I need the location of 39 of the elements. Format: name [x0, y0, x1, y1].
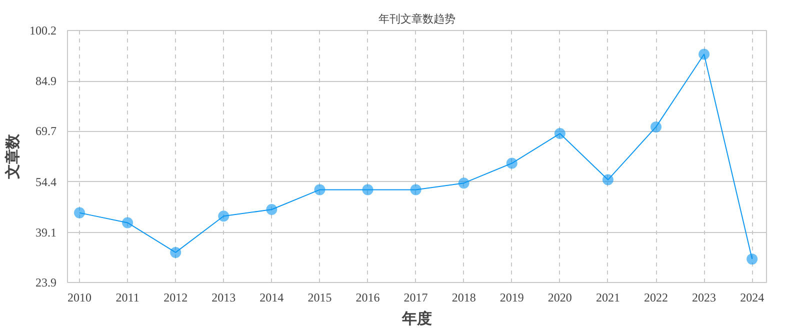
x-tick-label: 2023 — [692, 290, 716, 304]
x-tick-label: 2019 — [500, 290, 524, 304]
y-tick-label: 54.4 — [36, 174, 56, 189]
x-tick-label: 2016 — [356, 290, 380, 304]
x-tick-label: 2015 — [308, 290, 332, 304]
point — [74, 207, 86, 218]
point — [170, 246, 182, 258]
x-axis-title: 年度 — [401, 310, 432, 328]
x-tick-label: 2013 — [212, 290, 236, 304]
point — [122, 217, 134, 228]
point — [410, 184, 422, 196]
point — [458, 178, 470, 189]
x-tick-label: 2018 — [452, 290, 476, 304]
x-tick-label: 2021 — [596, 290, 620, 304]
point — [746, 254, 758, 265]
y-tick-label: 23.9 — [36, 276, 56, 290]
y-tick-label: 100.2 — [30, 24, 56, 38]
y-tick-label: 69.7 — [36, 124, 56, 138]
point — [362, 184, 374, 196]
x-tick-label: 2020 — [548, 290, 572, 304]
point — [506, 158, 518, 169]
point — [650, 121, 662, 132]
x-tick-label: 2014 — [260, 290, 284, 304]
x-tick-label: 2010 — [68, 290, 92, 304]
point — [602, 174, 614, 186]
x-tick-label: 2017 — [404, 290, 428, 304]
x-tick-label: 2011 — [116, 290, 140, 304]
y-axis-title: 文章数 — [4, 133, 22, 180]
chart-title: 年刊文章数趋势 — [378, 12, 456, 26]
point — [266, 204, 278, 215]
y-tick-label: 84.9 — [36, 74, 56, 88]
point — [218, 210, 230, 222]
x-tick-label: 2012 — [164, 290, 188, 304]
x-tick-label: 2024 — [740, 290, 764, 304]
point — [554, 128, 566, 140]
x-tick-label: 2022 — [644, 290, 668, 304]
y-tick-label: 39.1 — [36, 225, 56, 240]
point — [698, 48, 710, 60]
point — [314, 184, 326, 196]
